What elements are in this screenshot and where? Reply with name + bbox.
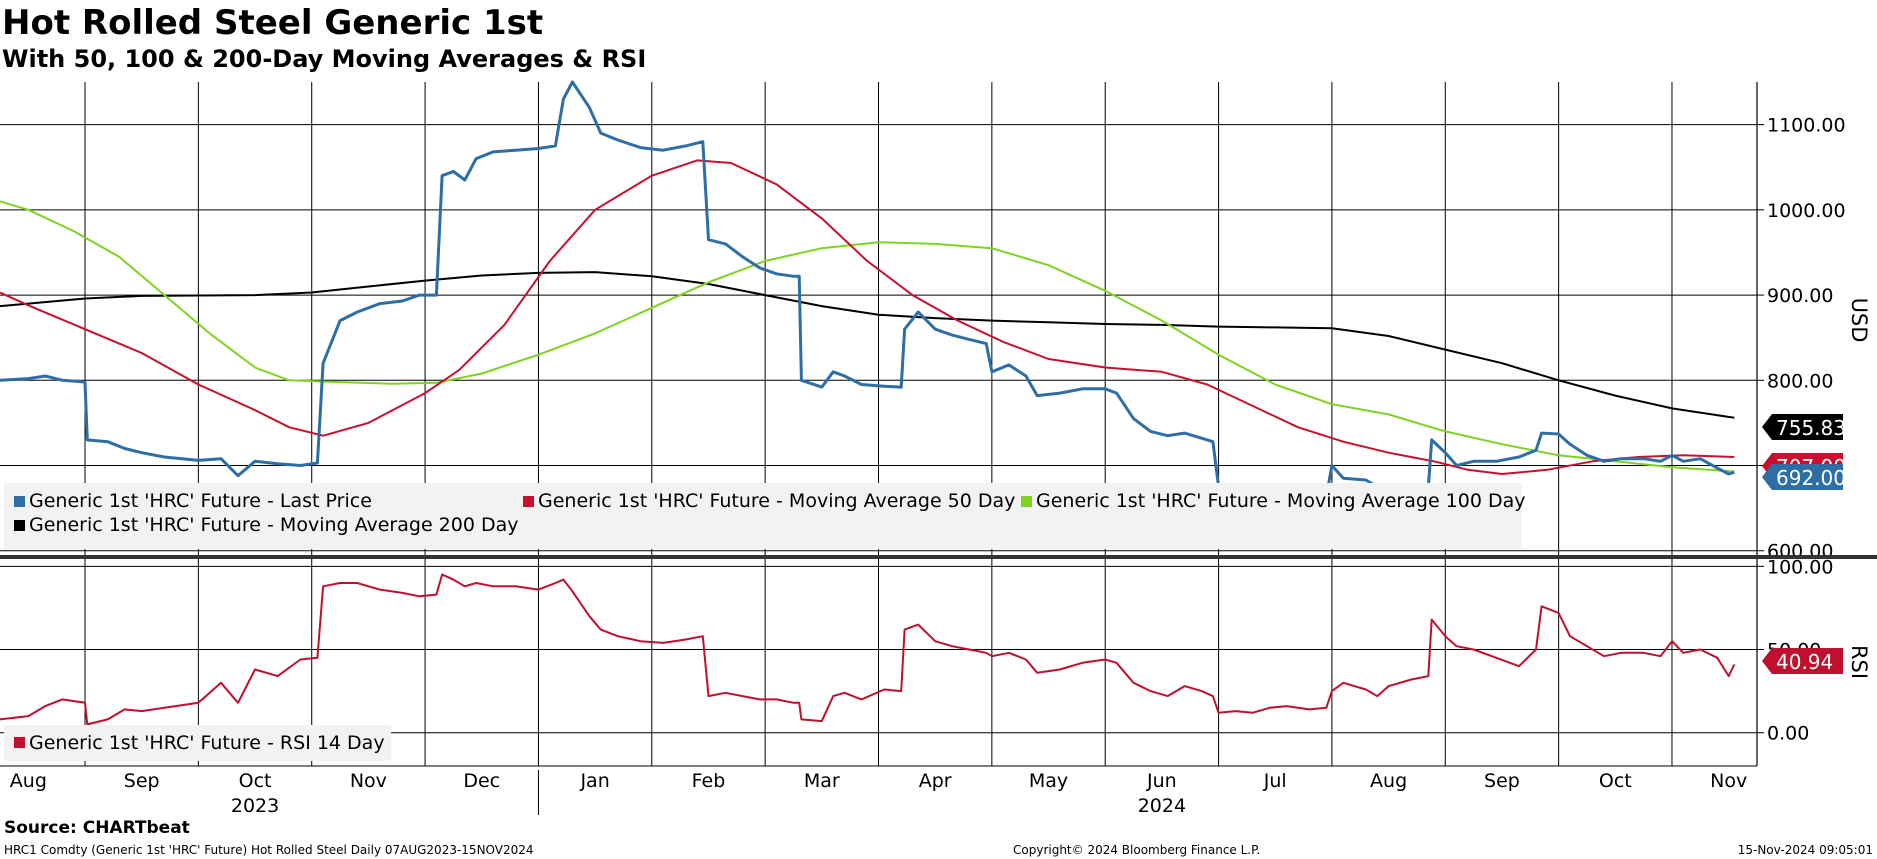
series-line-rsi [0,573,1736,726]
ma200-last-tag [1762,414,1843,440]
panel-separator [0,555,1877,559]
y-tick-label: 800.00 [1767,370,1833,392]
legend-label-price: Generic 1st 'HRC' Future - Last Price [29,490,372,512]
y-axis-title: USD [1847,298,1871,343]
x-tick-label: Jun [1146,770,1177,792]
y-tick-label: 900.00 [1767,285,1833,307]
x-tick-label: Jul [1263,770,1287,792]
chart-title: Hot Rolled Steel Generic 1st [2,3,544,43]
x-year-label: 2023 [231,795,279,817]
rsi-last-value: 40.94 [1776,650,1833,674]
series-line-price [0,80,1735,499]
ma200-last-value: 755.83 [1776,416,1846,440]
legend-label-ma100: Generic 1st 'HRC' Future - Moving Averag… [1036,490,1526,512]
x-tick-label: Jan [579,770,609,792]
price-last-value: 692.00 [1776,466,1846,490]
legend-swatch-rsi [14,737,25,748]
legend-swatch-ma100 [1021,496,1032,507]
footer-description: HRC1 Comdty (Generic 1st 'HRC' Future) H… [4,843,534,857]
legend-label-ma200: Generic 1st 'HRC' Future - Moving Averag… [29,514,519,536]
legend-background [4,483,1522,549]
series-line-ma100 [0,200,1735,473]
rsi-axis-title: RSI [1847,645,1871,679]
rsi-last-tag [1762,648,1843,674]
rsi-tick-label: 100.00 [1767,556,1833,578]
legend-label-ma50: Generic 1st 'HRC' Future - Moving Averag… [538,490,1015,512]
legend-swatch-ma50 [523,496,534,507]
legend-swatch-price [14,496,25,507]
y-tick-label: 1100.00 [1767,115,1846,137]
source-label: Source: CHARTbeat [4,818,190,838]
chart-subtitle: With 50, 100 & 200-Day Moving Averages &… [2,45,647,73]
legend-label-rsi: Generic 1st 'HRC' Future - RSI 14 Day [29,732,385,754]
series-line-ma200 [0,271,1735,419]
x-tick-label: May [1029,770,1068,792]
x-tick-label: Oct [1599,770,1632,792]
y-tick-label: 1000.00 [1767,200,1846,222]
x-tick-label: Aug [10,770,47,792]
footer-timestamp: 15-Nov-2024 09:05:01 [1737,843,1873,857]
legend-swatch-ma200 [14,520,25,531]
x-tick-label: Apr [919,770,952,792]
x-tick-label: Dec [463,770,500,792]
rsi-tick-label: 0.00 [1767,723,1809,745]
x-tick-label: Nov [350,770,387,792]
x-tick-label: Nov [1710,770,1747,792]
x-tick-label: Sep [124,770,160,792]
x-tick-label: Oct [239,770,272,792]
x-tick-label: Aug [1370,770,1407,792]
x-tick-label: Feb [692,770,726,792]
x-year-label: 2024 [1138,795,1186,817]
rsi-legend-background [4,725,391,761]
x-tick-label: Mar [804,770,840,792]
price-last-tag [1762,464,1843,490]
footer-copyright: Copyright© 2024 Bloomberg Finance L.P. [1013,843,1261,857]
x-tick-label: Sep [1484,770,1520,792]
